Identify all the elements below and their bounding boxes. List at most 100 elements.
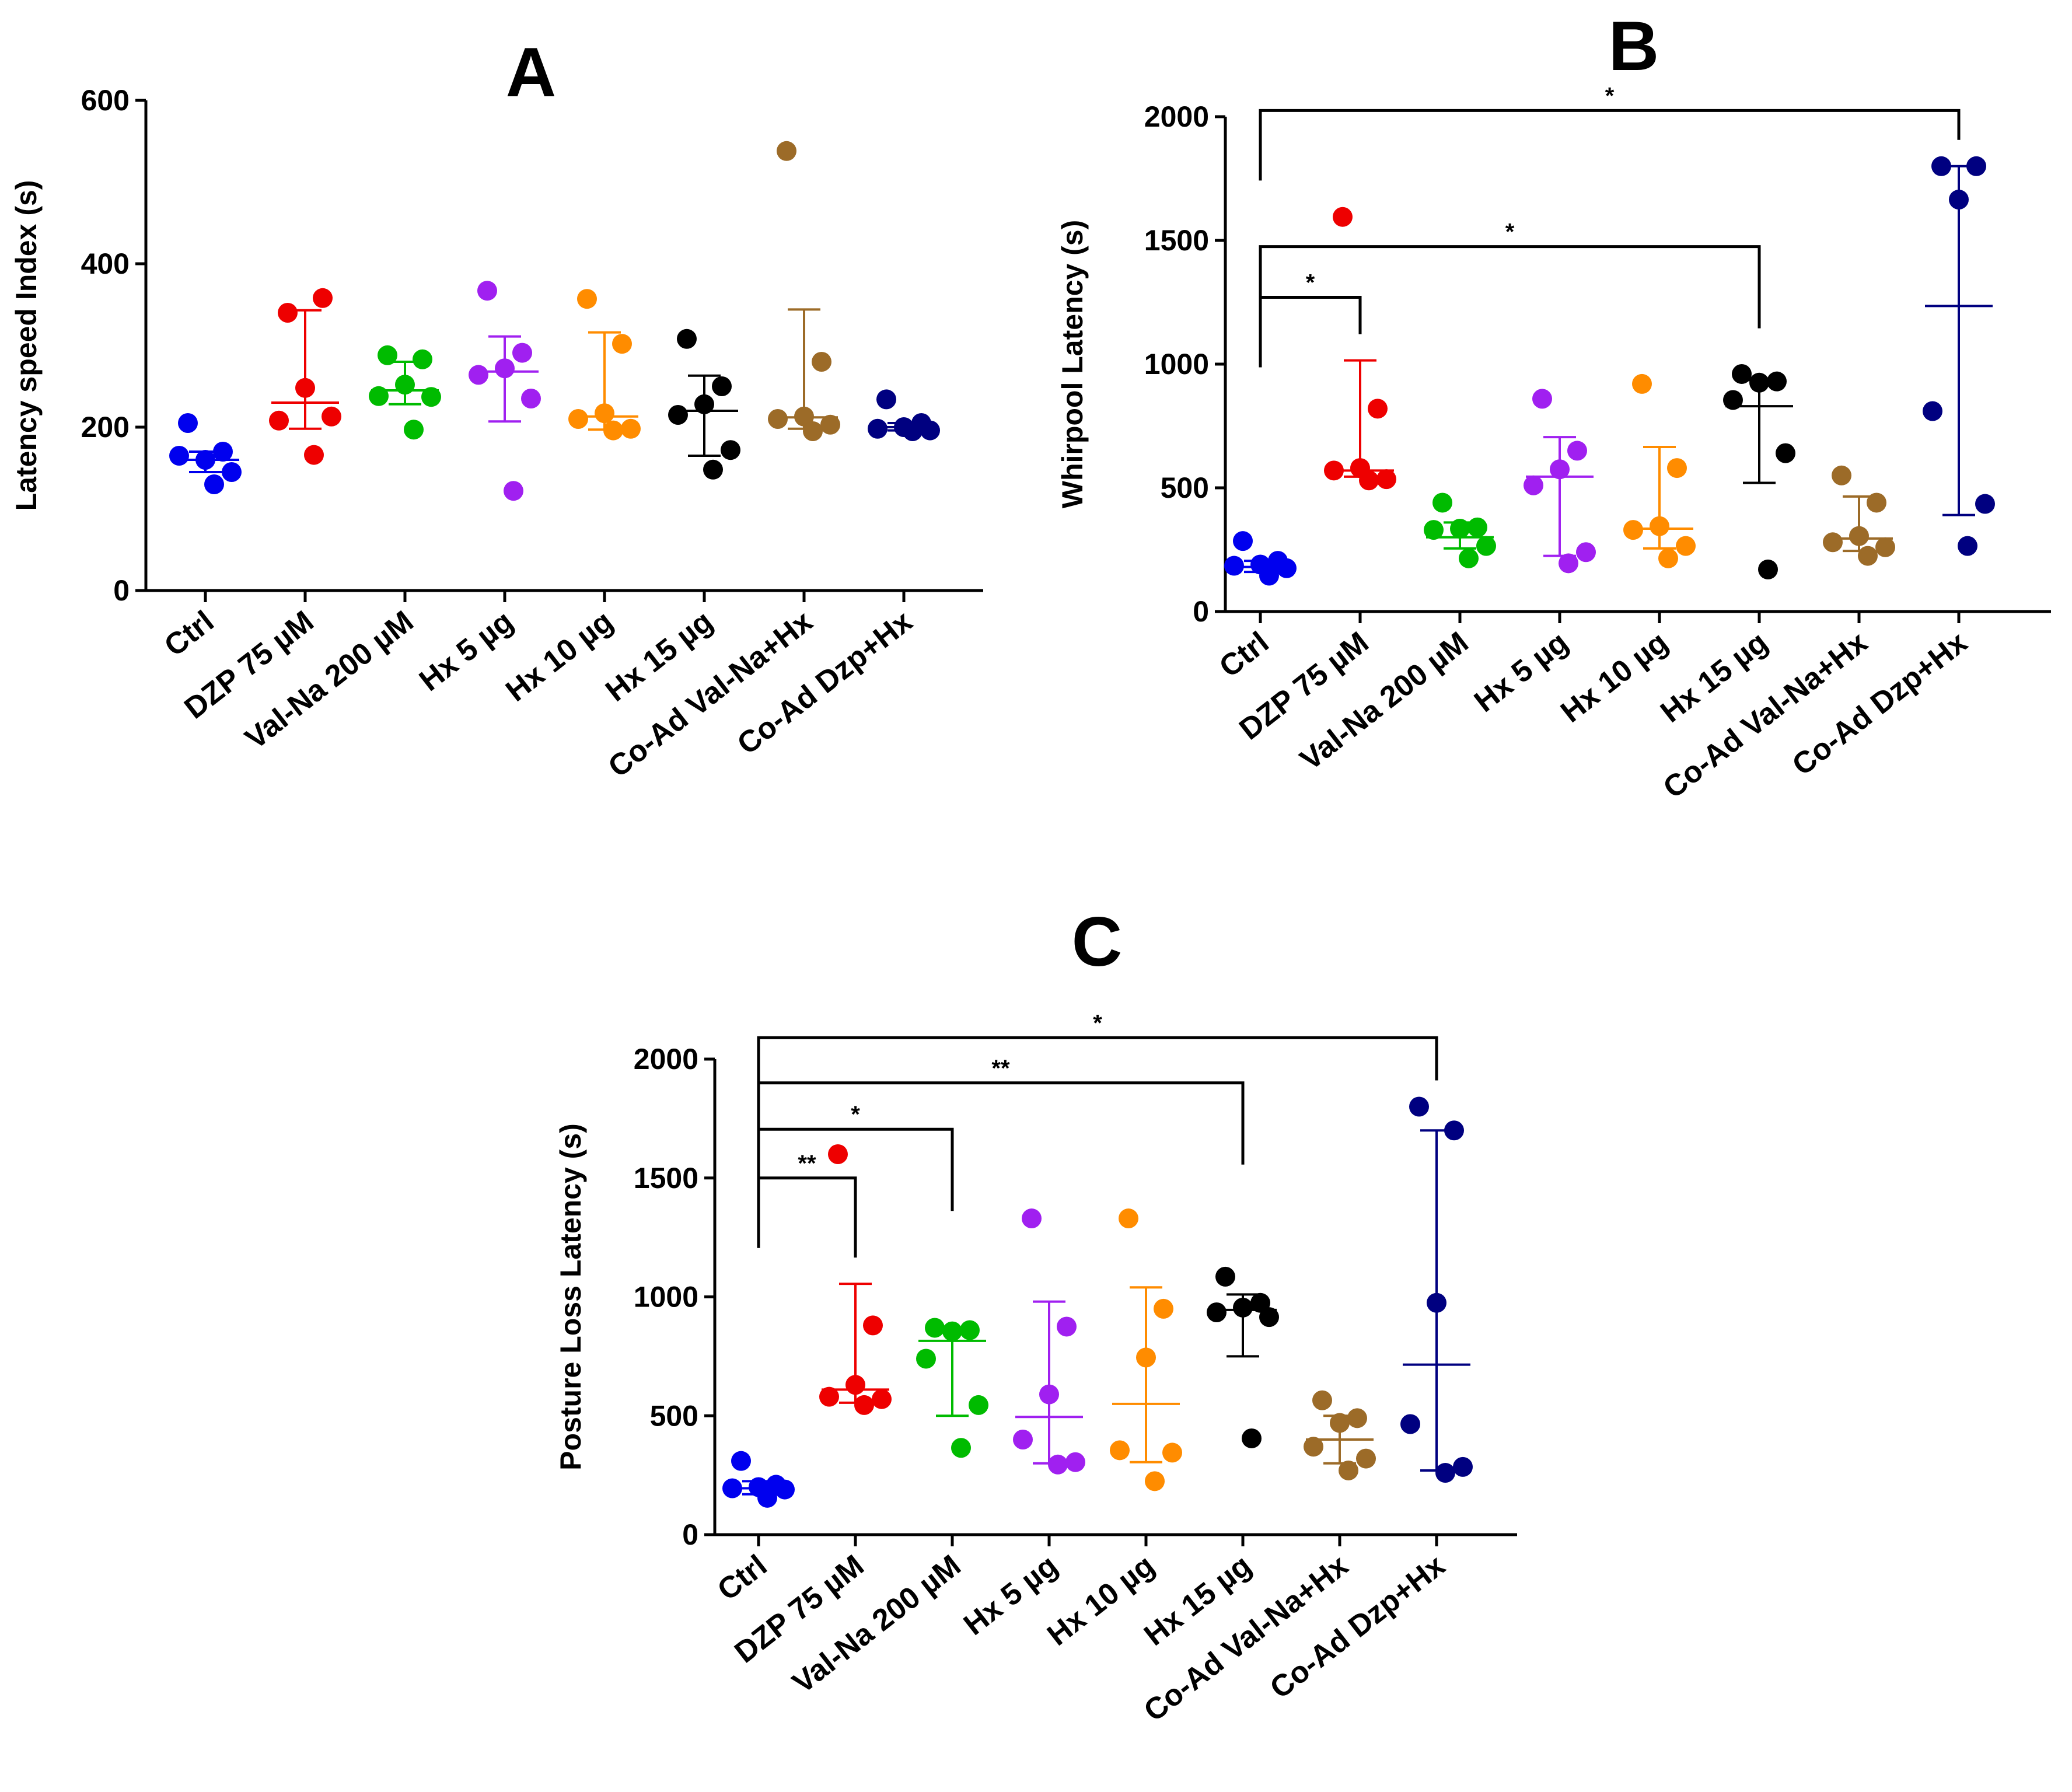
data-point bbox=[603, 420, 623, 441]
y-tick-label: 1500 bbox=[634, 1162, 698, 1194]
chart-title: A bbox=[506, 33, 557, 111]
data-point bbox=[504, 481, 523, 501]
data-point bbox=[1424, 520, 1444, 540]
data-point bbox=[722, 1478, 742, 1498]
data-point bbox=[960, 1320, 980, 1340]
group-6 bbox=[1207, 1266, 1279, 1448]
significance-label: ** bbox=[991, 1056, 1010, 1081]
data-point bbox=[1650, 516, 1669, 536]
data-point bbox=[1312, 1390, 1332, 1410]
data-point bbox=[404, 420, 424, 440]
data-point bbox=[1550, 459, 1570, 480]
y-tick-label: 2000 bbox=[634, 1043, 698, 1075]
data-point bbox=[863, 1315, 883, 1336]
data-point bbox=[295, 378, 315, 398]
data-point bbox=[820, 414, 840, 435]
data-point bbox=[269, 410, 289, 431]
y-tick-label: 500 bbox=[1161, 471, 1209, 504]
data-point bbox=[1623, 520, 1643, 540]
y-axis-label: Posture Loss Latency (s) bbox=[554, 1123, 587, 1470]
data-point bbox=[1450, 518, 1470, 539]
data-point bbox=[169, 446, 189, 466]
significance-label: * bbox=[1093, 1010, 1102, 1036]
data-point bbox=[916, 1349, 936, 1369]
y-tick-label: 1000 bbox=[634, 1281, 698, 1314]
data-point bbox=[1975, 494, 1995, 514]
significance-label: * bbox=[851, 1102, 860, 1127]
data-point bbox=[1858, 546, 1878, 566]
data-point bbox=[775, 1479, 795, 1500]
data-point bbox=[712, 376, 732, 396]
data-point bbox=[1347, 1408, 1367, 1428]
data-point bbox=[876, 389, 896, 410]
data-point bbox=[1233, 531, 1253, 551]
data-point bbox=[1767, 371, 1787, 392]
y-tick-label: 0 bbox=[113, 574, 130, 607]
data-point bbox=[1259, 1307, 1279, 1328]
data-point bbox=[1949, 190, 1969, 210]
data-point bbox=[213, 442, 233, 462]
data-point bbox=[1250, 1293, 1270, 1313]
data-point bbox=[1444, 1120, 1464, 1141]
data-point bbox=[1749, 372, 1769, 393]
data-point bbox=[1867, 492, 1886, 513]
data-point bbox=[903, 421, 923, 441]
data-point bbox=[621, 418, 641, 439]
data-point bbox=[395, 375, 415, 395]
significance-bracket: * bbox=[1259, 83, 1961, 181]
group-8 bbox=[1923, 156, 1995, 556]
bracket-line bbox=[757, 1127, 954, 1211]
data-point bbox=[278, 303, 298, 323]
data-point bbox=[369, 386, 389, 406]
group-5 bbox=[568, 289, 641, 441]
data-point bbox=[1356, 1448, 1376, 1469]
data-point bbox=[777, 141, 796, 161]
y-tick-label: 400 bbox=[81, 247, 130, 280]
data-point bbox=[942, 1321, 962, 1342]
data-point bbox=[204, 474, 224, 494]
data-point bbox=[1632, 373, 1652, 394]
bracket-line bbox=[757, 1036, 1438, 1108]
data-point bbox=[1333, 207, 1353, 227]
data-point bbox=[1467, 517, 1487, 537]
data-point bbox=[1923, 401, 1942, 421]
data-point bbox=[1409, 1096, 1429, 1117]
group-1 bbox=[722, 1451, 795, 1508]
data-point bbox=[413, 349, 432, 369]
data-point bbox=[469, 365, 488, 385]
data-point bbox=[1057, 1316, 1077, 1337]
data-point bbox=[378, 345, 397, 365]
significance-bracket: * bbox=[757, 1010, 1438, 1108]
bracket-line bbox=[1259, 109, 1961, 181]
bracket-line bbox=[757, 1176, 857, 1258]
data-point bbox=[304, 445, 324, 465]
data-point bbox=[969, 1395, 988, 1415]
data-point bbox=[1832, 465, 1851, 485]
data-point bbox=[1453, 1456, 1473, 1477]
data-point bbox=[421, 387, 441, 407]
data-point bbox=[1875, 537, 1895, 557]
chart-title: B bbox=[1609, 7, 1659, 85]
data-point bbox=[872, 1389, 892, 1409]
data-point bbox=[1359, 470, 1379, 491]
group-7 bbox=[768, 141, 840, 441]
data-point bbox=[512, 343, 532, 363]
significance-bracket: ** bbox=[757, 1151, 857, 1258]
data-point bbox=[1013, 1430, 1033, 1449]
data-point bbox=[1776, 443, 1795, 463]
data-point bbox=[854, 1395, 874, 1415]
group-2 bbox=[269, 288, 341, 465]
group-4 bbox=[1524, 389, 1596, 574]
data-point bbox=[1110, 1440, 1130, 1461]
data-point bbox=[1215, 1266, 1235, 1287]
data-point bbox=[222, 462, 242, 482]
data-point bbox=[1039, 1384, 1059, 1405]
data-point bbox=[1119, 1208, 1138, 1229]
significance-bracket: ** bbox=[757, 1056, 1245, 1165]
data-point bbox=[195, 450, 215, 470]
y-axis-label: Latency speed Index (s) bbox=[10, 180, 43, 511]
group-5 bbox=[1623, 373, 1696, 568]
y-tick-label: 500 bbox=[650, 1399, 698, 1432]
y-tick-label: 0 bbox=[682, 1518, 698, 1551]
